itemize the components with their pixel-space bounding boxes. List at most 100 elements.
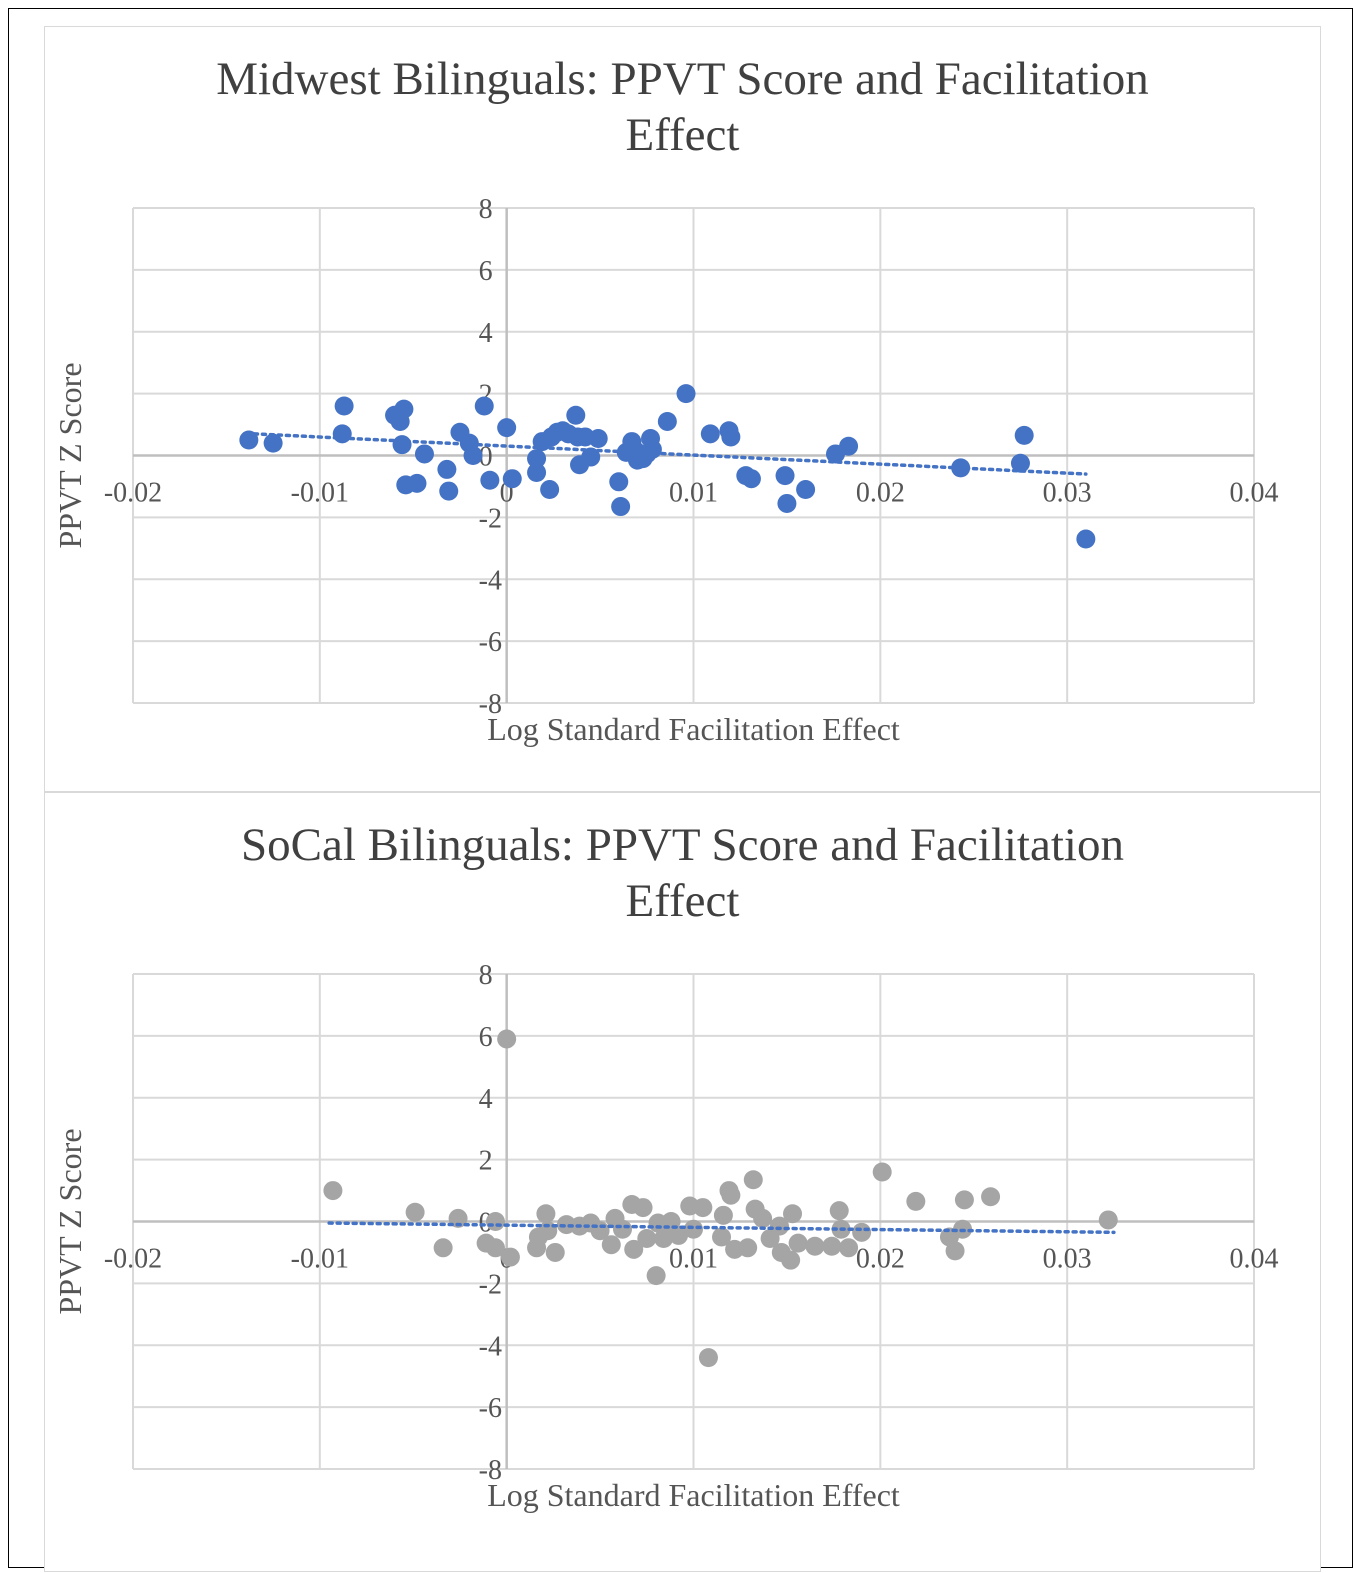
- data-point: [805, 1236, 825, 1256]
- data-point: [783, 1204, 803, 1224]
- data-point: [954, 1190, 974, 1210]
- data-point: [334, 396, 354, 416]
- data-point: [527, 449, 547, 469]
- y-tick-label: 8: [479, 194, 493, 225]
- data-point: [540, 480, 560, 500]
- chart-title-line-2: Effect: [625, 875, 740, 927]
- data-point: [613, 1219, 633, 1239]
- data-point: [1014, 425, 1034, 445]
- y-tick-label: -6: [479, 627, 502, 658]
- data-point: [981, 1187, 1001, 1207]
- y-tick-label: 0: [479, 442, 493, 473]
- data-point: [788, 1233, 808, 1253]
- x-tick-label: -0.02: [104, 1244, 162, 1275]
- data-point: [738, 1238, 758, 1258]
- data-point: [527, 463, 547, 483]
- data-point: [439, 481, 459, 501]
- y-tick-label: 8: [479, 960, 493, 991]
- data-point: [448, 1208, 468, 1228]
- x-tick-label: 0.01: [669, 1244, 718, 1275]
- data-point: [852, 1222, 872, 1242]
- data-point: [485, 1212, 505, 1231]
- data-point: [698, 1348, 718, 1368]
- y-tick-label: -4: [479, 1331, 502, 1362]
- scatter-plot-socal: -8-6-4-202468-0.02-0.0100.010.020.030.04…: [52, 960, 1279, 1513]
- chart-title-line-1: Midwest Bilinguals: PPVT Score and Facil…: [216, 53, 1149, 105]
- data-point: [906, 1191, 926, 1211]
- data-point: [769, 1216, 789, 1236]
- chart-panel-socal: SoCal Bilinguals: PPVT Score and Facilit…: [44, 792, 1321, 1572]
- data-point: [332, 424, 352, 444]
- data-point: [712, 1227, 732, 1247]
- data-point: [437, 459, 457, 479]
- trendline: [252, 432, 1088, 476]
- x-tick-label: 0.02: [856, 1244, 905, 1275]
- data-point: [536, 1204, 556, 1224]
- data-point: [463, 446, 483, 465]
- data-point: [502, 469, 522, 489]
- data-point: [713, 1205, 733, 1225]
- y-tick-label: -4: [479, 565, 502, 596]
- y-tick-label: -8: [479, 1455, 502, 1486]
- x-axis-title: Log Standard Facilitation Effect: [487, 711, 900, 747]
- y-tick-label: 6: [479, 256, 493, 287]
- y-tick-label: 4: [479, 1084, 493, 1115]
- y-tick-label: -2: [479, 503, 502, 534]
- data-point: [829, 1201, 849, 1221]
- data-point: [657, 411, 677, 431]
- data-point: [566, 405, 586, 425]
- data-point: [588, 428, 608, 448]
- data-point: [394, 399, 414, 419]
- data-point: [743, 1170, 763, 1190]
- data-point: [624, 1239, 644, 1259]
- data-point: [646, 1266, 666, 1286]
- data-point: [872, 1162, 892, 1182]
- y-axis-title: PPVT Z Score: [52, 362, 88, 548]
- data-point: [676, 384, 696, 404]
- x-tick-label: 0.04: [1230, 1244, 1279, 1275]
- data-point: [796, 480, 816, 500]
- trendline: [327, 1221, 1116, 1235]
- data-point: [775, 466, 795, 486]
- data-point: [642, 439, 662, 459]
- data-point: [392, 435, 412, 455]
- data-point: [497, 418, 517, 438]
- data-point: [741, 469, 761, 489]
- data-point: [480, 470, 500, 490]
- x-tick-label: -0.02: [104, 478, 162, 509]
- data-point: [1010, 453, 1030, 473]
- data-point: [693, 1198, 713, 1218]
- x-tick-label: 0.03: [1043, 478, 1092, 509]
- chart-title-line-1: SoCal Bilinguals: PPVT Score and Facilit…: [241, 819, 1124, 871]
- y-tick-label: -2: [479, 1269, 502, 1300]
- y-tick-label: 6: [479, 1022, 493, 1053]
- data-point: [405, 1202, 425, 1222]
- data-point: [753, 1208, 773, 1228]
- chart-title: SoCal Bilinguals: PPVT Score and Facilit…: [45, 817, 1320, 929]
- x-tick-label: -0.01: [291, 1244, 349, 1275]
- data-point: [609, 472, 629, 492]
- data-point: [601, 1235, 621, 1255]
- data-point: [500, 1247, 520, 1267]
- chart-panel-midwest: Midwest Bilinguals: PPVT Score and Facil…: [44, 26, 1321, 792]
- data-point: [777, 493, 797, 513]
- data-point: [700, 424, 720, 444]
- data-point: [684, 1219, 703, 1239]
- x-axis-title: Log Standard Facilitation Effect: [487, 1477, 900, 1513]
- data-point: [263, 433, 283, 453]
- x-tick-label: -0.01: [291, 478, 349, 509]
- data-point: [839, 1238, 859, 1258]
- data-point: [945, 1241, 965, 1261]
- data-point: [721, 427, 741, 447]
- x-tick-label: 0.03: [1043, 1244, 1092, 1275]
- data-point: [781, 1250, 801, 1270]
- data-point: [721, 1185, 741, 1205]
- y-tick-label: -8: [479, 689, 502, 720]
- data-point: [633, 1198, 653, 1218]
- x-tick-label: 0.02: [856, 478, 905, 509]
- y-tick-label: 4: [479, 318, 493, 349]
- data-point: [822, 1236, 842, 1256]
- chart-title-line-2: Effect: [625, 109, 740, 161]
- data-point: [474, 396, 494, 416]
- x-tick-label: 0.04: [1230, 478, 1279, 509]
